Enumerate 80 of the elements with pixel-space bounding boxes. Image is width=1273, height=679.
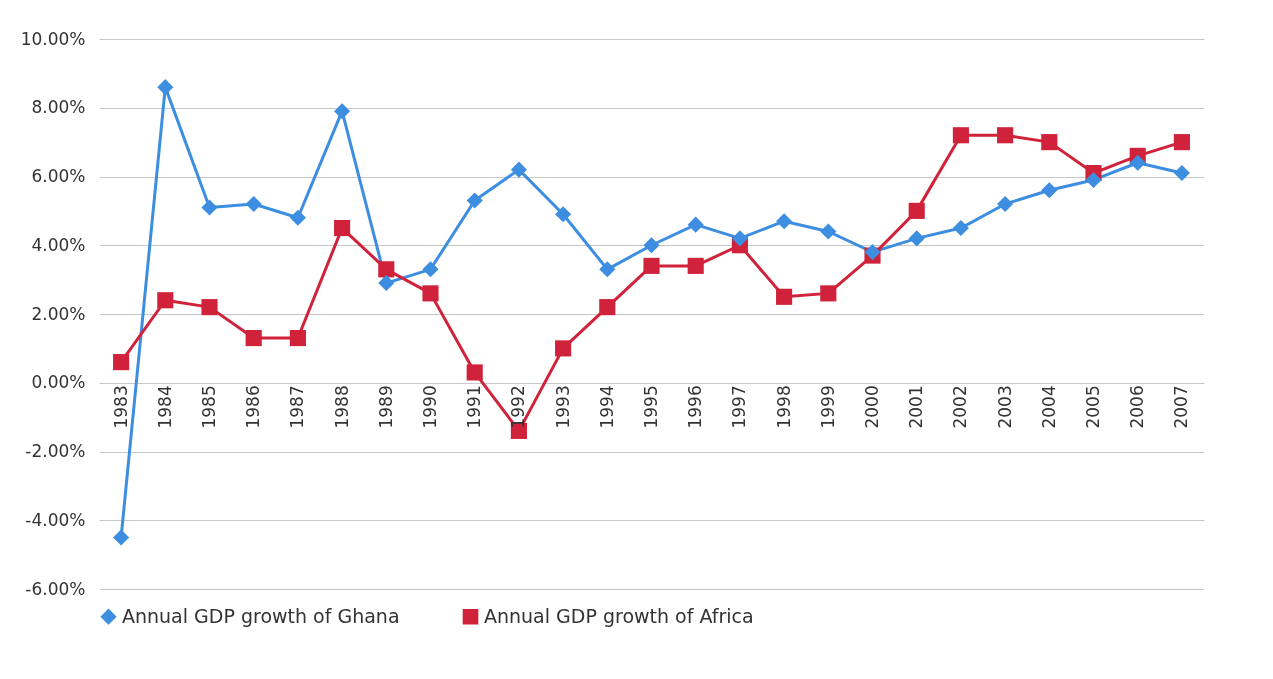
point — [113, 354, 130, 371]
point — [1173, 134, 1190, 151]
point — [776, 288, 793, 305]
point — [731, 230, 748, 247]
x-tick-label: 1985 — [199, 385, 219, 429]
x-tick-label: 2007 — [1171, 385, 1192, 429]
point — [201, 299, 218, 316]
point — [1173, 165, 1190, 182]
x-tick-label: 1995 — [641, 385, 661, 429]
y-tick-label: 8.00% — [31, 97, 86, 118]
point — [334, 220, 351, 237]
y-tick-label: 2.00% — [31, 303, 86, 324]
point — [820, 223, 837, 240]
point — [201, 199, 218, 216]
point — [776, 213, 793, 230]
point — [157, 292, 174, 309]
point — [510, 161, 527, 178]
x-tick-label: 2005 — [1083, 385, 1103, 429]
point — [245, 330, 262, 347]
x-tick-label: 1997 — [729, 385, 750, 429]
point — [952, 127, 969, 144]
x-tick-label: 1988 — [331, 385, 352, 429]
point — [1041, 182, 1058, 199]
x-tick-label: 2003 — [994, 385, 1015, 429]
point — [997, 195, 1014, 213]
y-tick-label: -4.00% — [25, 509, 86, 530]
x-tick-label: 1993 — [552, 385, 573, 429]
point — [599, 299, 616, 316]
x-tick-label: 1989 — [375, 385, 396, 429]
x-tick-label: 2006 — [1127, 385, 1148, 429]
x-tick-label: 1996 — [685, 385, 706, 429]
x-tick-label: 1999 — [817, 385, 838, 429]
x-tick-label: 1987 — [287, 385, 308, 429]
x-tick-label: 1986 — [243, 385, 264, 429]
x-tick-label: 2004 — [1038, 385, 1059, 429]
y-tick-label: 0.00% — [31, 372, 86, 393]
point — [643, 257, 660, 274]
legend-label: Annual GDP growth of Africa — [484, 604, 754, 627]
x-tick-label: 1984 — [154, 385, 175, 429]
point — [113, 529, 130, 546]
point — [289, 330, 306, 347]
point — [378, 275, 395, 292]
x-tick-label: 1994 — [596, 385, 617, 429]
x-tick-label: 2000 — [862, 385, 882, 429]
point — [422, 285, 439, 302]
y-tick-label: 10.00% — [20, 28, 86, 49]
legend-label: Annual GDP growth of Ghana — [122, 604, 400, 627]
point — [555, 206, 572, 223]
x-tick-label: 2002 — [950, 385, 971, 429]
point — [466, 364, 483, 381]
point — [157, 79, 174, 96]
point — [687, 216, 704, 233]
point — [952, 220, 969, 237]
point — [1085, 171, 1102, 188]
point — [908, 202, 925, 219]
point — [687, 257, 704, 274]
point — [1129, 154, 1146, 171]
point — [378, 261, 395, 278]
x-tick-label: 1990 — [420, 385, 440, 429]
y-tick-label: -2.00% — [25, 441, 86, 461]
y-tick-label: 6.00% — [31, 166, 86, 186]
x-tick-label: 1991 — [464, 385, 485, 429]
point — [466, 192, 483, 209]
point — [334, 103, 351, 120]
point — [599, 261, 616, 278]
point — [289, 209, 306, 226]
x-tick-label: 1998 — [773, 385, 794, 429]
point — [245, 195, 262, 213]
point — [820, 285, 837, 302]
y-tick-label: 4.00% — [31, 234, 86, 255]
point — [1041, 134, 1058, 151]
x-tick-label: 1992 — [508, 385, 529, 429]
point — [555, 340, 572, 357]
y-tick-label: -6.00% — [25, 578, 86, 599]
point — [997, 127, 1014, 144]
point — [908, 230, 925, 247]
point — [422, 261, 439, 278]
point — [643, 237, 660, 254]
x-tick-label: 2001 — [906, 385, 927, 429]
x-tick-label: 1983 — [110, 385, 131, 429]
